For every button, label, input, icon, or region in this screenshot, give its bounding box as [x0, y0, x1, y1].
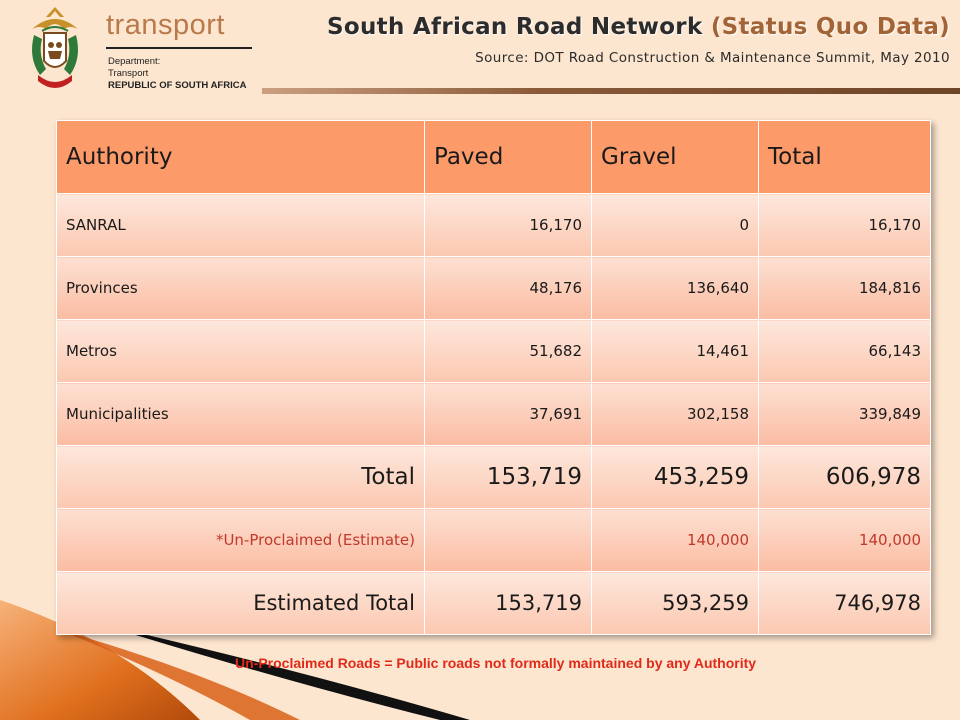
department-logo: transport Department: Transport REPUBLIC… [12, 3, 260, 95]
slide-title: South African Road Network (Status Quo D… [327, 14, 950, 40]
cell-authority: Municipalities [56, 382, 425, 446]
table-row-total: Total 153,719 453,259 606,978 [56, 445, 931, 509]
cell-gravel: 140,000 [591, 508, 759, 572]
dept-line-2: Transport [108, 68, 149, 79]
cell-gravel: 14,461 [591, 319, 759, 383]
department-name: Department: Transport REPUBLIC OF SOUTH … [108, 56, 246, 92]
slide-header: transport Department: Transport REPUBLIC… [0, 0, 960, 95]
cell-total: 66,143 [758, 319, 931, 383]
table-row-provinces: Provinces 48,176 136,640 184,816 [56, 256, 931, 320]
col-header-authority: Authority [56, 120, 425, 194]
title-paren: (Status Quo Data) [710, 14, 950, 40]
slide-subtitle: Source: DOT Road Construction & Maintena… [475, 50, 950, 66]
decorative-swoosh [0, 600, 470, 720]
cell-paved: 51,682 [424, 319, 592, 383]
dept-line-3: REPUBLIC OF SOUTH AFRICA [108, 80, 247, 91]
dept-line-1: Department: [108, 56, 161, 67]
cell-paved: 153,719 [424, 571, 592, 635]
cell-gravel: 593,259 [591, 571, 759, 635]
header-rule [262, 88, 960, 94]
title-main: South African Road Network [327, 14, 703, 40]
footnote: Un-Proclaimed Roads = Public roads not f… [235, 655, 757, 671]
cell-total: 140,000 [758, 508, 931, 572]
cell-paved: 37,691 [424, 382, 592, 446]
cell-authority: Provinces [56, 256, 425, 320]
cell-paved: 16,170 [424, 193, 592, 257]
cell-authority: Estimated Total [56, 571, 425, 635]
cell-paved: 48,176 [424, 256, 592, 320]
cell-paved: 153,719 [424, 445, 592, 509]
col-header-gravel: Gravel [591, 120, 759, 194]
brand-word: transport [106, 9, 225, 41]
cell-gravel: 0 [591, 193, 759, 257]
table-row-sanral: SANRAL 16,170 0 16,170 [56, 193, 931, 257]
cell-total: 339,849 [758, 382, 931, 446]
cell-paved [424, 508, 592, 572]
brand-divider [106, 47, 252, 49]
cell-authority: *Un-Proclaimed (Estimate) [56, 508, 425, 572]
col-header-paved: Paved [424, 120, 592, 194]
cell-total: 16,170 [758, 193, 931, 257]
cell-gravel: 136,640 [591, 256, 759, 320]
cell-gravel: 302,158 [591, 382, 759, 446]
cell-gravel: 453,259 [591, 445, 759, 509]
road-network-table: Authority Paved Gravel Total SANRAL 16,1… [56, 120, 931, 635]
table-row-metros: Metros 51,682 14,461 66,143 [56, 319, 931, 383]
coat-of-arms-icon [32, 7, 78, 88]
table-header-row: Authority Paved Gravel Total [56, 120, 931, 194]
cell-total: 746,978 [758, 571, 931, 635]
table-row-municipalities: Municipalities 37,691 302,158 339,849 [56, 382, 931, 446]
col-header-total: Total [758, 120, 931, 194]
cell-total: 184,816 [758, 256, 931, 320]
table-row-estimated-total: Estimated Total 153,719 593,259 746,978 [56, 571, 931, 635]
table-row-unproclaimed: *Un-Proclaimed (Estimate) 140,000 140,00… [56, 508, 931, 572]
cell-total: 606,978 [758, 445, 931, 509]
cell-authority: SANRAL [56, 193, 425, 257]
cell-authority: Metros [56, 319, 425, 383]
cell-authority: Total [56, 445, 425, 509]
